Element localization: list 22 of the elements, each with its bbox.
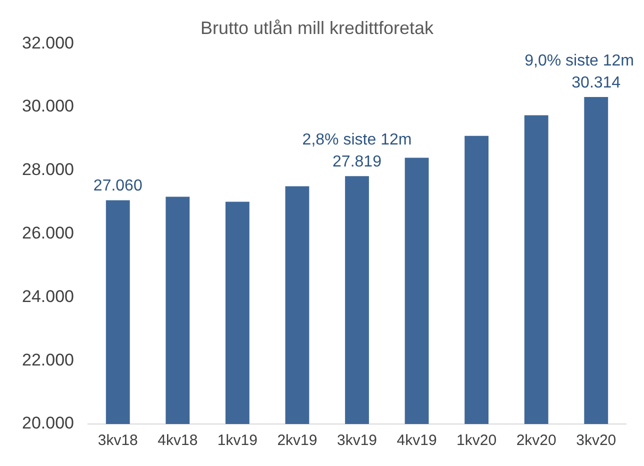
x-tick-label: 3kv20 bbox=[576, 432, 616, 450]
y-tick-label: 26.000 bbox=[22, 223, 74, 242]
y-tick-label: 24.000 bbox=[22, 286, 74, 306]
x-tick-label: 3kv18 bbox=[98, 432, 138, 450]
annotation: 9,0% siste 12m bbox=[524, 52, 634, 70]
x-tick-label: 1kv19 bbox=[217, 432, 258, 450]
x-tick-label: 1kv20 bbox=[456, 432, 497, 450]
chart-title: Brutto utlån mill kredittforetak bbox=[200, 18, 435, 38]
x-tick-label: 2kv19 bbox=[277, 432, 318, 450]
x-tick-label: 4kv18 bbox=[158, 432, 198, 450]
y-tick-label: 28.000 bbox=[22, 160, 74, 180]
y-tick-label: 32.000 bbox=[22, 33, 74, 52]
y-tick-label: 20.000 bbox=[22, 414, 74, 433]
annotation: 2,8% siste 12m bbox=[302, 132, 412, 149]
x-tick-label: 2kv20 bbox=[516, 432, 556, 450]
data-label: 30.314 bbox=[572, 74, 621, 92]
x-tick-label: 3kv19 bbox=[336, 432, 378, 450]
data-label: 27.819 bbox=[332, 154, 382, 171]
y-tick-label: 22.000 bbox=[22, 350, 74, 370]
y-tick-label: 30.000 bbox=[22, 96, 74, 116]
x-tick-label: 4kv19 bbox=[396, 432, 437, 450]
data-label: 27.060 bbox=[93, 178, 142, 195]
